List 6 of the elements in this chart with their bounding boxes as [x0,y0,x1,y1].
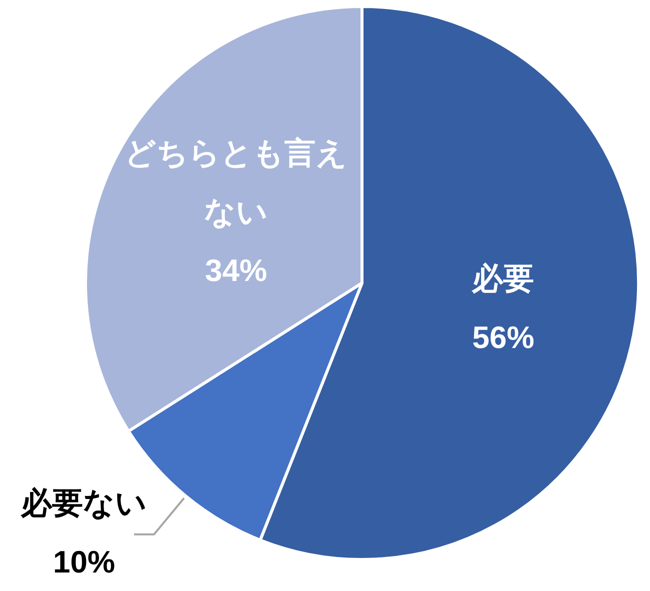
slice-label: 必要 [471,261,534,296]
slice-label: どちらとも言えない [124,135,348,230]
data-label: 56% [472,320,534,355]
slice-label: 必要ない [20,485,148,520]
data-label: 10% [53,544,116,580]
data-label: 34% [204,253,268,288]
